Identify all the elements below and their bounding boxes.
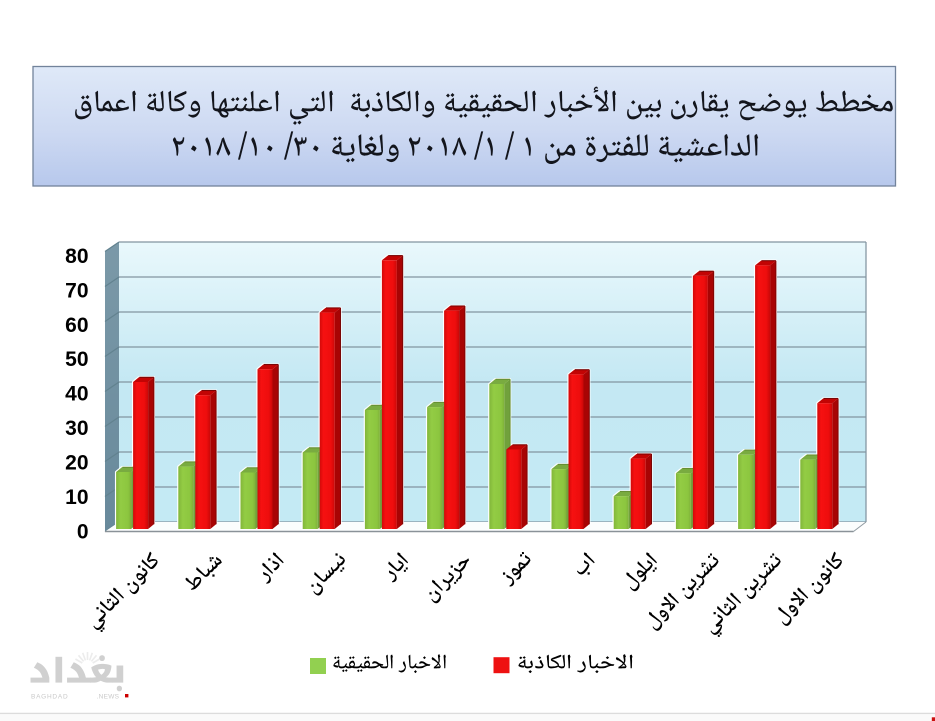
svg-text:0: 0 (77, 521, 89, 544)
svg-text:40: 40 (65, 383, 88, 406)
svg-text:50: 50 (65, 348, 88, 371)
svg-text:30: 30 (65, 417, 88, 440)
svg-text:20: 20 (65, 452, 88, 475)
svg-text:.NEWS: .NEWS (97, 694, 120, 701)
svg-text:10: 10 (65, 486, 88, 509)
svg-text:70: 70 (65, 279, 88, 302)
svg-text:BAGHDAD: BAGHDAD (31, 694, 68, 701)
svg-text:80: 80 (65, 245, 88, 268)
svg-text:60: 60 (65, 314, 88, 337)
